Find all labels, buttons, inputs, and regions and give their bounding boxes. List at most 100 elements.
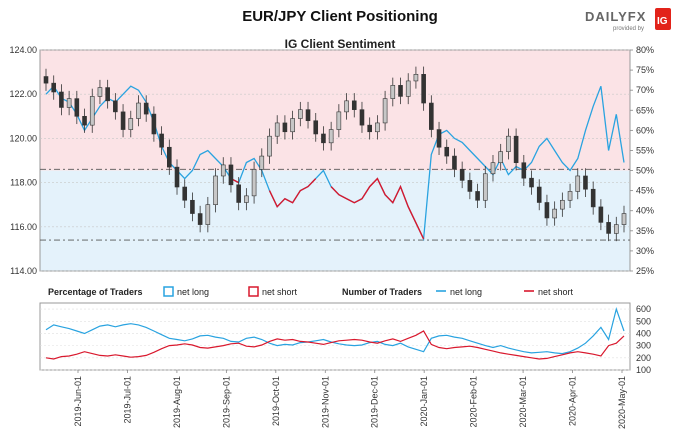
candle-body [236, 184, 241, 203]
x-tick-label: 2020-Jan-01 [419, 376, 429, 427]
candle-body [190, 199, 195, 214]
candle-body [174, 166, 180, 188]
logo-provided-by: provided by [613, 26, 644, 32]
candle-body [290, 118, 295, 133]
x-tick-label: 2019-Jul-01 [122, 376, 132, 424]
candle-body [567, 191, 573, 201]
legend-pct-long: net long [177, 287, 209, 297]
chart-title: EUR/JPY Client Positioning [242, 8, 438, 25]
price-tick-label: 118.00 [10, 178, 37, 188]
candle-body [120, 111, 126, 130]
candle-body [259, 155, 265, 170]
candle-body [544, 202, 550, 219]
traders-net-long-line [45, 307, 625, 355]
candle-body [513, 135, 519, 164]
candle-body [382, 98, 388, 124]
candle-body [452, 155, 457, 170]
price-tick-label: 116.00 [10, 222, 37, 232]
price-panel: 124.00 122.00 120.00 118.00 116.00 114.00 80% 7… [9, 45, 654, 276]
candle-body [159, 133, 164, 148]
traders-panel: 600 500 400 300 200 100 [39, 302, 651, 375]
ig-badge-icon [655, 8, 671, 30]
traders-net-short-line [45, 330, 625, 360]
pct-tick-label: 35% [636, 226, 654, 236]
candle-body [506, 135, 511, 152]
candle-body [529, 177, 534, 188]
candle-body [575, 175, 581, 192]
pct-tick-label: 75% [636, 65, 654, 75]
candle-body [482, 173, 488, 201]
candle-body [613, 224, 619, 234]
legend-row: Percentage of Traders net long net short Nu… [48, 286, 574, 297]
pct-tick-label: 60% [636, 125, 654, 135]
legend-num-long: net long [450, 287, 482, 297]
pct-tick-label: 50% [636, 166, 654, 176]
candle-body [521, 162, 527, 179]
candle-body [621, 213, 627, 225]
candle-body [97, 87, 103, 97]
price-tick-label: 114.00 [10, 266, 37, 276]
candle-body [606, 222, 611, 234]
price-tick-label: 124.00 [9, 45, 37, 55]
x-axis: 2019-Jun-01 2019-Jul-01 2019-Aug-01 2019-Se… [73, 370, 627, 429]
candle-body [405, 80, 411, 97]
pct-tick-label: 80% [636, 45, 654, 55]
x-tick-label: 2019-Jun-01 [73, 376, 83, 427]
candle-body [51, 82, 57, 93]
candle-body [74, 98, 80, 117]
candle-body [143, 102, 149, 115]
candle-body [390, 85, 396, 99]
x-tick-label: 2020-Mar-01 [518, 376, 528, 428]
candle-body [205, 204, 211, 225]
pct-tick-label: 55% [636, 145, 654, 155]
pct-tick-label: 30% [636, 246, 654, 256]
price-tick-label: 122.00 [9, 89, 37, 99]
candle-body [105, 87, 110, 102]
candle-body [552, 208, 557, 219]
candle-body [560, 199, 565, 210]
candle-body [313, 120, 319, 135]
candle-body [182, 186, 188, 201]
traders-tick-label: 400 [636, 328, 651, 338]
pct-tick-label: 45% [636, 186, 654, 196]
chart-subtitle: IG Client Sentiment [284, 37, 396, 51]
candle-body [321, 133, 326, 144]
long-zone [40, 170, 630, 271]
candle-body [590, 188, 596, 208]
price-tick-label: 120.00 [9, 133, 37, 143]
candle-body [336, 111, 342, 130]
candle-body [367, 124, 372, 133]
candle-body [583, 175, 588, 190]
candle-body [197, 213, 203, 225]
candle-body [498, 151, 503, 164]
pct-tick-label: 65% [636, 105, 654, 115]
candle-body [328, 129, 334, 144]
candle-body [136, 102, 141, 119]
candle-body [228, 164, 234, 186]
candle-body [151, 113, 157, 135]
pct-tick-label: 70% [636, 85, 654, 95]
traders-tick-label: 500 [636, 316, 651, 326]
candle-body [351, 100, 357, 110]
candle-body [82, 116, 87, 126]
candle-body [459, 169, 465, 181]
candle-body [251, 169, 257, 197]
candle-body [298, 109, 303, 119]
x-tick-label: 2019-Dec-01 [370, 376, 380, 428]
candle-body [375, 122, 380, 133]
candle-body [282, 122, 288, 133]
candle-body [128, 118, 134, 130]
x-tick-label: 2019-Sep-01 [221, 376, 231, 428]
candle-body [167, 146, 172, 168]
legend-pct-short: net short [262, 287, 298, 297]
candle-body [213, 175, 218, 206]
pct-tick-label: 40% [636, 206, 654, 216]
candle-body [421, 74, 426, 104]
legend-pct-short-swatch [248, 286, 259, 297]
candle-body [436, 129, 442, 148]
ig-badge-text: IG [657, 16, 668, 27]
candle-body [490, 162, 496, 175]
candle-body [398, 85, 403, 97]
price-frame [39, 49, 631, 272]
candle-body [59, 91, 64, 108]
